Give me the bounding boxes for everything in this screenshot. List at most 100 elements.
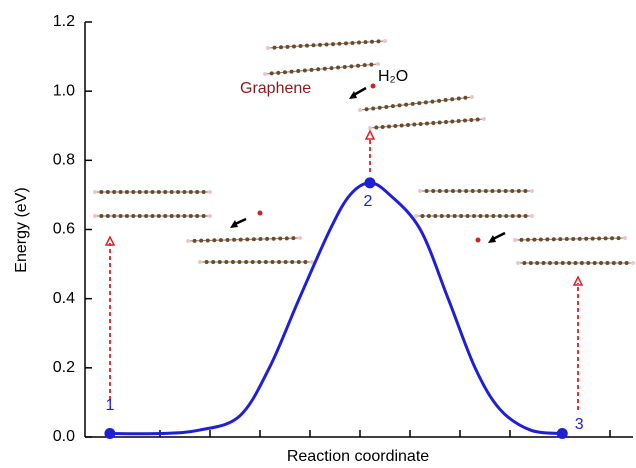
graphene-atom xyxy=(337,41,342,46)
graphene-atom xyxy=(384,104,389,109)
graphene-atom xyxy=(444,120,448,124)
graphene-atom xyxy=(318,42,322,47)
graphene-atom xyxy=(169,214,174,218)
graphene-atom xyxy=(342,64,347,69)
y-tick-label: 0.8 xyxy=(53,152,75,169)
graphene-atom xyxy=(558,237,563,242)
graphene-atom xyxy=(456,96,461,101)
graphene-atom xyxy=(238,237,243,242)
graphene-atom xyxy=(195,214,200,218)
graphene-atom xyxy=(251,237,256,242)
graphene-atom xyxy=(285,44,290,49)
graphene-atom xyxy=(618,261,623,265)
graphene-atom xyxy=(424,189,429,193)
graphene-atom xyxy=(182,190,187,194)
state-point xyxy=(104,428,116,440)
graphene-atom xyxy=(257,260,262,264)
graphene-atom xyxy=(410,101,415,106)
graphene-atom xyxy=(368,126,372,130)
graphene-label: Graphene xyxy=(240,80,311,97)
graphene-atom xyxy=(577,236,582,241)
graphene-atom xyxy=(201,214,206,218)
graphene-atom xyxy=(554,261,559,265)
graphene-atom xyxy=(283,260,288,264)
graphene-atom xyxy=(374,125,379,130)
graphene-atom xyxy=(245,237,250,242)
graphene-atom xyxy=(624,261,629,265)
graphene-atom xyxy=(437,98,442,103)
graphene-atom xyxy=(112,190,117,194)
graphene-atom xyxy=(277,260,282,264)
graphene-atom xyxy=(224,260,229,264)
graphene-atom xyxy=(443,98,448,103)
water-molecule xyxy=(257,210,263,216)
graphene-atom xyxy=(205,238,210,243)
graphene-atom xyxy=(383,39,387,43)
graphene-atom xyxy=(584,236,589,241)
graphene-atom xyxy=(182,214,187,218)
graphene-atom xyxy=(470,189,475,193)
graphene-atom xyxy=(470,95,474,99)
graphene-atom xyxy=(444,189,449,193)
graphene-atom xyxy=(266,46,270,50)
graphene-atom xyxy=(431,121,436,125)
graphene-atom xyxy=(291,236,296,241)
state-label: 3 xyxy=(575,416,584,433)
graphene-bond xyxy=(514,237,626,241)
graphene-bond xyxy=(264,63,379,75)
graphene-atom xyxy=(265,236,270,241)
energy-arrow-head xyxy=(572,275,584,286)
graphene-atom xyxy=(393,124,398,128)
graphene-atom xyxy=(208,190,212,194)
graphene-atom xyxy=(112,214,117,218)
graphene-atom xyxy=(144,214,149,218)
graphene-atom xyxy=(131,214,136,218)
graphene-atom xyxy=(522,261,527,265)
graphene-atom xyxy=(370,39,374,44)
graphene-atom xyxy=(433,214,438,218)
graphene-atom xyxy=(336,65,341,70)
graphene-atom xyxy=(199,238,204,243)
graphene-atom xyxy=(482,117,486,121)
graphene-atom xyxy=(516,261,520,265)
energy-curve xyxy=(109,181,563,436)
graphene-atom xyxy=(530,214,534,218)
graphene-atom xyxy=(93,214,97,218)
graphene-atom xyxy=(603,236,608,241)
graphene-atom xyxy=(377,105,382,110)
graphene-atom xyxy=(284,236,289,241)
graphene-atom xyxy=(186,239,190,243)
graphene-atom xyxy=(497,214,502,218)
graphene-atom xyxy=(611,261,616,265)
graphene-atom xyxy=(137,214,142,218)
graphene-atom xyxy=(490,189,495,193)
graphene-atom xyxy=(616,236,621,241)
graphene-atom xyxy=(376,39,381,44)
move-arrow-head xyxy=(488,235,496,243)
graphene-atom xyxy=(457,189,462,193)
graphene-atom xyxy=(329,66,334,71)
graphene-atom xyxy=(610,236,615,241)
graphene-atom xyxy=(547,261,552,265)
graphene-atom xyxy=(118,214,123,218)
state-label: 1 xyxy=(105,397,114,414)
move-arrow-head xyxy=(230,220,238,228)
graphene-atom xyxy=(331,42,335,47)
state-point xyxy=(364,177,376,189)
graphene-atom xyxy=(452,214,457,218)
graphene-atom xyxy=(530,189,534,193)
graphene-atom xyxy=(579,261,584,265)
state-label: 2 xyxy=(364,193,373,210)
graphene-atom xyxy=(472,214,476,218)
graphene-atom xyxy=(344,41,348,46)
graphene-atom xyxy=(218,238,223,243)
graphene-atom xyxy=(571,236,576,241)
graphene-atom xyxy=(437,189,442,193)
graphene-atom xyxy=(431,189,436,193)
graphene-atom xyxy=(298,236,302,240)
graphene-atom xyxy=(124,214,129,218)
graphene-atom xyxy=(204,260,209,264)
graphene-atom xyxy=(450,119,455,124)
graphene-atom xyxy=(631,261,635,265)
graphene-atom xyxy=(450,189,455,193)
